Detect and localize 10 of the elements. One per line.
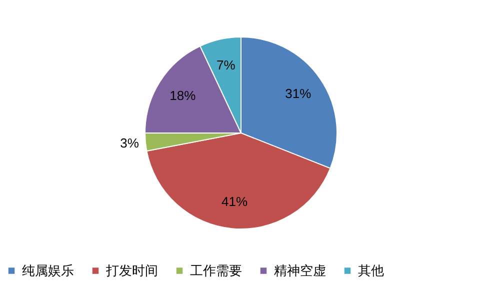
data-label: 41% bbox=[221, 194, 248, 209]
legend-label: 精神空虚 bbox=[274, 262, 326, 278]
data-label: 3% bbox=[120, 136, 140, 151]
legend-label: 其他 bbox=[358, 262, 384, 278]
data-label: 31% bbox=[285, 86, 312, 102]
legend-label: 纯属娱乐 bbox=[22, 262, 74, 278]
data-label: 7% bbox=[216, 58, 236, 73]
data-label: 18% bbox=[170, 88, 196, 103]
legend-label: 工作需要 bbox=[190, 262, 242, 278]
legend-label: 打发时间 bbox=[105, 262, 158, 278]
